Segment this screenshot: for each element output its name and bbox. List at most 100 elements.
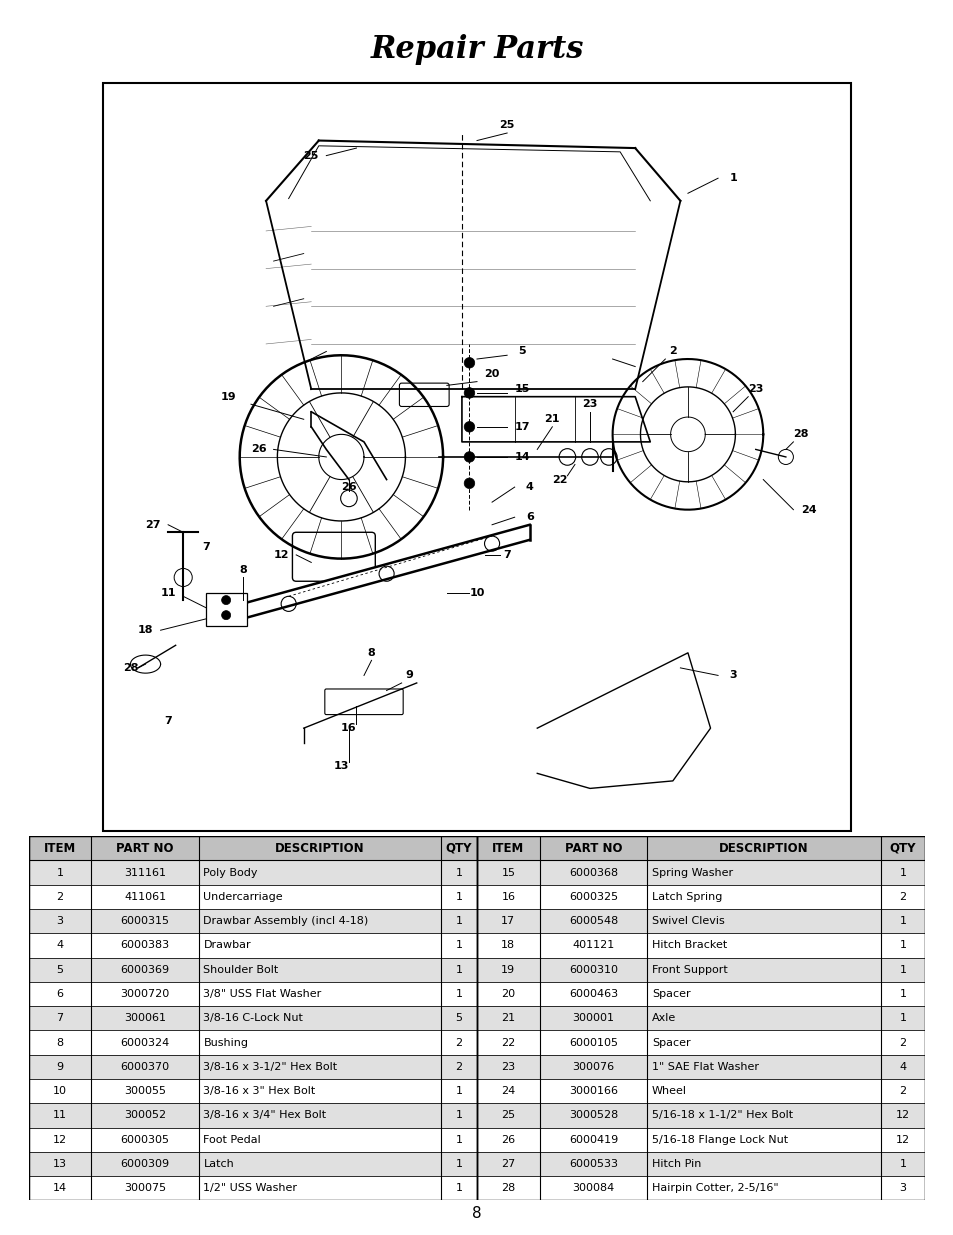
Text: 1: 1 <box>899 1158 905 1170</box>
Text: 16: 16 <box>501 892 515 902</box>
Text: Bushing: Bushing <box>203 1037 248 1047</box>
Text: 1: 1 <box>899 916 905 926</box>
Text: 21: 21 <box>544 414 559 425</box>
Text: 26: 26 <box>341 482 356 492</box>
Circle shape <box>464 452 475 462</box>
Bar <box>476 1103 924 1128</box>
Text: 25: 25 <box>303 151 318 161</box>
Text: Hitch Bracket: Hitch Bracket <box>651 940 726 951</box>
Circle shape <box>464 388 475 398</box>
Circle shape <box>221 595 231 605</box>
Bar <box>29 1152 476 1176</box>
Text: 18: 18 <box>500 940 515 951</box>
Text: 2: 2 <box>899 892 905 902</box>
Text: PART NO: PART NO <box>564 842 621 855</box>
Text: Swivel Clevis: Swivel Clevis <box>651 916 724 926</box>
Bar <box>29 957 476 982</box>
Text: 1: 1 <box>899 1013 905 1024</box>
Text: 7: 7 <box>202 542 210 552</box>
Text: Spacer: Spacer <box>651 989 690 999</box>
Text: 3/8-16 C-Lock Nut: 3/8-16 C-Lock Nut <box>203 1013 303 1024</box>
Text: 1: 1 <box>456 965 462 974</box>
Text: Latch: Latch <box>203 1158 234 1170</box>
Bar <box>476 957 924 982</box>
Text: 11: 11 <box>160 588 175 598</box>
Text: 6: 6 <box>56 989 64 999</box>
Bar <box>476 982 924 1007</box>
Text: 22: 22 <box>552 474 567 484</box>
Circle shape <box>221 610 231 620</box>
Bar <box>29 1079 476 1103</box>
Text: 19: 19 <box>500 965 515 974</box>
Text: 14: 14 <box>514 452 530 462</box>
Circle shape <box>464 421 475 432</box>
Text: 19: 19 <box>220 391 236 401</box>
Text: 5: 5 <box>456 1013 462 1024</box>
Text: 6000548: 6000548 <box>568 916 618 926</box>
Text: ITEM: ITEM <box>44 842 76 855</box>
Text: 13: 13 <box>53 1158 67 1170</box>
Bar <box>29 1007 476 1030</box>
Text: 12: 12 <box>274 550 289 559</box>
Text: 300075: 300075 <box>124 1183 166 1193</box>
Bar <box>29 836 476 861</box>
Text: 5: 5 <box>56 965 64 974</box>
Text: 3: 3 <box>728 671 736 680</box>
Text: 1: 1 <box>456 1158 462 1170</box>
Text: Poly Body: Poly Body <box>203 867 257 878</box>
Text: 6000463: 6000463 <box>568 989 618 999</box>
Text: 9: 9 <box>56 1062 64 1072</box>
Text: 1: 1 <box>899 989 905 999</box>
Bar <box>29 1176 476 1200</box>
Text: 12: 12 <box>52 1135 67 1145</box>
Text: 1: 1 <box>728 173 737 183</box>
Text: 26: 26 <box>251 445 266 454</box>
Text: Spacer: Spacer <box>651 1037 690 1047</box>
Bar <box>476 1152 924 1176</box>
Circle shape <box>464 357 475 368</box>
Text: 5: 5 <box>517 347 525 357</box>
Bar <box>29 1055 476 1079</box>
Bar <box>476 1176 924 1200</box>
Text: 8: 8 <box>56 1037 64 1047</box>
Text: 300076: 300076 <box>572 1062 614 1072</box>
Text: 300084: 300084 <box>572 1183 614 1193</box>
Bar <box>476 1007 924 1030</box>
Text: 3000166: 3000166 <box>569 1086 618 1097</box>
Text: 1: 1 <box>456 1183 462 1193</box>
Bar <box>29 884 476 909</box>
Text: 23: 23 <box>581 399 598 409</box>
Text: 4: 4 <box>56 940 64 951</box>
Text: 18: 18 <box>137 625 153 635</box>
Text: 1: 1 <box>456 867 462 878</box>
Text: 300001: 300001 <box>572 1013 614 1024</box>
Text: 1: 1 <box>56 867 64 878</box>
Bar <box>476 1079 924 1103</box>
Text: 10: 10 <box>469 588 484 598</box>
Text: 15: 15 <box>501 867 515 878</box>
Text: 8: 8 <box>367 648 375 658</box>
Text: 7: 7 <box>56 1013 64 1024</box>
Text: 23: 23 <box>747 384 762 394</box>
Bar <box>29 836 476 1200</box>
Text: 1: 1 <box>899 867 905 878</box>
Text: 27: 27 <box>145 520 161 530</box>
Bar <box>29 861 476 884</box>
Text: 1: 1 <box>456 1135 462 1145</box>
Text: 16: 16 <box>341 724 356 734</box>
Text: 3000720: 3000720 <box>120 989 170 999</box>
Text: ITEM: ITEM <box>492 842 524 855</box>
Bar <box>476 1055 924 1079</box>
Text: 28: 28 <box>123 663 138 673</box>
Text: 5/16-18 x 1-1/2" Hex Bolt: 5/16-18 x 1-1/2" Hex Bolt <box>651 1110 792 1120</box>
Text: 300055: 300055 <box>124 1086 166 1097</box>
Text: 6000310: 6000310 <box>569 965 618 974</box>
Text: 1: 1 <box>899 940 905 951</box>
Bar <box>476 1128 924 1152</box>
FancyBboxPatch shape <box>293 532 375 582</box>
Text: 6000370: 6000370 <box>120 1062 170 1072</box>
Text: 24: 24 <box>800 505 816 515</box>
Text: 27: 27 <box>500 1158 515 1170</box>
Text: 3: 3 <box>899 1183 905 1193</box>
Text: 25: 25 <box>500 1110 515 1120</box>
